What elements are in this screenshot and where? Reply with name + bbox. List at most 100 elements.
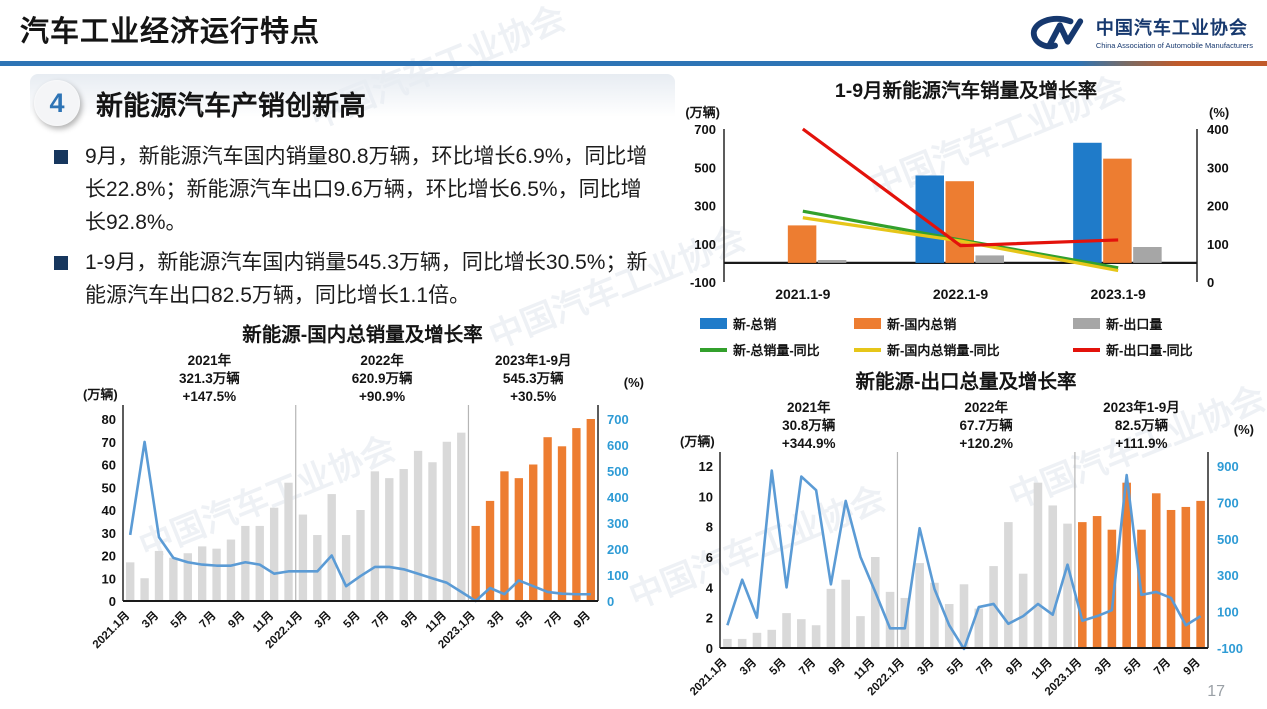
legend-swatch-total-sales bbox=[700, 318, 727, 329]
svg-text:2021年: 2021年 bbox=[787, 399, 831, 415]
bar bbox=[1107, 529, 1117, 648]
svg-text:11月: 11月 bbox=[851, 656, 877, 682]
svg-text:7月: 7月 bbox=[974, 656, 996, 678]
svg-text:11月: 11月 bbox=[250, 609, 276, 635]
svg-text:2021.1月: 2021.1月 bbox=[90, 609, 132, 651]
svg-text:3月: 3月 bbox=[139, 609, 161, 631]
svg-text:(%): (%) bbox=[1209, 105, 1229, 120]
bar bbox=[298, 514, 308, 601]
bullet-item: 9月，新能源汽车国内销量80.8万辆，环比增长6.9%，同比增长22.8%；新能… bbox=[54, 140, 654, 240]
svg-text:3月: 3月 bbox=[915, 656, 937, 678]
bar bbox=[975, 255, 1004, 263]
svg-text:+30.5%: +30.5% bbox=[510, 389, 556, 404]
svg-text:200: 200 bbox=[1207, 199, 1229, 214]
svg-text:300: 300 bbox=[694, 199, 716, 214]
growth-line bbox=[801, 127, 1119, 248]
bar bbox=[826, 588, 836, 648]
legend-item-export-volume-yoy: 新-出口量-同比 bbox=[1073, 340, 1263, 359]
bullet-list: 9月，新能源汽车国内销量80.8万辆，环比增长6.9%，同比增长22.8%；新能… bbox=[30, 140, 654, 312]
left-column: 4 新能源汽车产销创新高 9月，新能源汽车国内销量80.8万辆，环比增长6.9%… bbox=[30, 74, 675, 659]
growth-line bbox=[128, 440, 591, 603]
logo-org-name-en: China Association of Automobile Manufact… bbox=[1095, 41, 1253, 50]
svg-text:+120.2%: +120.2% bbox=[959, 436, 1013, 451]
bar bbox=[226, 539, 236, 601]
legend-label: 新-总销量-同比 bbox=[733, 343, 820, 358]
svg-text:+147.5%: +147.5% bbox=[183, 389, 237, 404]
svg-text:80: 80 bbox=[102, 412, 116, 427]
bar bbox=[557, 446, 567, 601]
svg-text:(万辆): (万辆) bbox=[685, 105, 720, 120]
chart-summary: 700 500 300 100 -100 400 300 200 100 0 (万辆) (%) 2021… bbox=[685, 105, 1229, 302]
bar bbox=[341, 534, 351, 601]
bar bbox=[870, 557, 880, 648]
bar bbox=[1133, 247, 1162, 263]
svg-text:9月: 9月 bbox=[226, 609, 248, 631]
bar bbox=[752, 632, 762, 648]
svg-text:30: 30 bbox=[102, 526, 116, 541]
bar bbox=[915, 175, 944, 263]
bar bbox=[529, 464, 538, 601]
svg-text:67.7万辆: 67.7万辆 bbox=[960, 417, 1014, 433]
svg-text:0: 0 bbox=[109, 594, 116, 609]
bar bbox=[514, 478, 524, 601]
bar bbox=[1078, 522, 1087, 648]
bar bbox=[183, 553, 192, 601]
svg-text:3月: 3月 bbox=[1092, 656, 1114, 678]
legend-label: 新-出口量 bbox=[1106, 317, 1163, 332]
svg-text:4: 4 bbox=[706, 580, 714, 595]
svg-text:82.5万辆: 82.5万辆 bbox=[1115, 417, 1169, 433]
bar bbox=[787, 225, 817, 263]
bar bbox=[327, 493, 336, 601]
svg-text:3月: 3月 bbox=[737, 656, 759, 678]
header: 汽车工业经济运行特点 中国汽车工业协会 China Association of… bbox=[20, 8, 1253, 52]
svg-text:+90.9%: +90.9% bbox=[359, 389, 405, 404]
svg-text:400: 400 bbox=[1207, 122, 1229, 137]
chart-export-title: 新能源-出口总量及增长率 bbox=[855, 371, 1077, 393]
bar bbox=[723, 638, 732, 648]
bar bbox=[1103, 158, 1132, 263]
chart-summary-title: 1-9月新能源汽车销量及增长率 bbox=[834, 80, 1098, 102]
svg-text:700: 700 bbox=[607, 412, 629, 427]
bullet-square-icon bbox=[54, 255, 68, 270]
svg-text:5月: 5月 bbox=[767, 656, 789, 678]
bar bbox=[356, 509, 365, 601]
svg-text:9月: 9月 bbox=[1181, 656, 1203, 678]
bar bbox=[1166, 509, 1176, 648]
svg-text:-100: -100 bbox=[690, 275, 716, 290]
bar bbox=[767, 629, 777, 648]
svg-text:10: 10 bbox=[102, 571, 116, 586]
svg-text:2022年: 2022年 bbox=[964, 399, 1008, 415]
svg-text:8: 8 bbox=[706, 520, 713, 535]
bar bbox=[1073, 142, 1102, 263]
svg-text:2022年: 2022年 bbox=[360, 352, 404, 368]
chart-export-volume: 12 10 8 6 4 2 0 900 700 500 300 100 -100 (万辆) (%) 2021年… bbox=[680, 399, 1254, 698]
bar bbox=[1196, 500, 1205, 648]
svg-text:2023.1-9: 2023.1-9 bbox=[1091, 286, 1146, 302]
svg-text:3月: 3月 bbox=[485, 609, 507, 631]
svg-text:545.3万辆: 545.3万辆 bbox=[503, 370, 564, 386]
bullet-text: 9月，新能源汽车国内销量80.8万辆，环比增长6.9%，同比增长22.8%；新能… bbox=[85, 145, 648, 235]
svg-text:(万辆): (万辆) bbox=[83, 387, 118, 402]
bar bbox=[959, 584, 969, 648]
svg-text:2023年1-9月: 2023年1-9月 bbox=[495, 352, 572, 368]
svg-text:5月: 5月 bbox=[341, 609, 363, 631]
svg-text:70: 70 bbox=[102, 435, 116, 450]
legend-label: 新-国内总销 bbox=[887, 317, 957, 332]
svg-text:9月: 9月 bbox=[1003, 656, 1025, 678]
bar bbox=[126, 562, 135, 601]
bar bbox=[140, 578, 149, 601]
svg-text:3月: 3月 bbox=[312, 609, 334, 631]
bar bbox=[1004, 522, 1013, 648]
bar bbox=[797, 619, 806, 648]
bar bbox=[930, 582, 939, 648]
bar bbox=[399, 468, 408, 601]
svg-text:500: 500 bbox=[607, 464, 629, 479]
svg-text:0: 0 bbox=[607, 594, 614, 609]
svg-text:300: 300 bbox=[1207, 160, 1229, 175]
svg-text:11月: 11月 bbox=[423, 609, 449, 635]
bar bbox=[370, 471, 380, 601]
svg-text:100: 100 bbox=[694, 237, 716, 252]
bar bbox=[485, 500, 495, 601]
svg-text:400: 400 bbox=[607, 490, 629, 505]
